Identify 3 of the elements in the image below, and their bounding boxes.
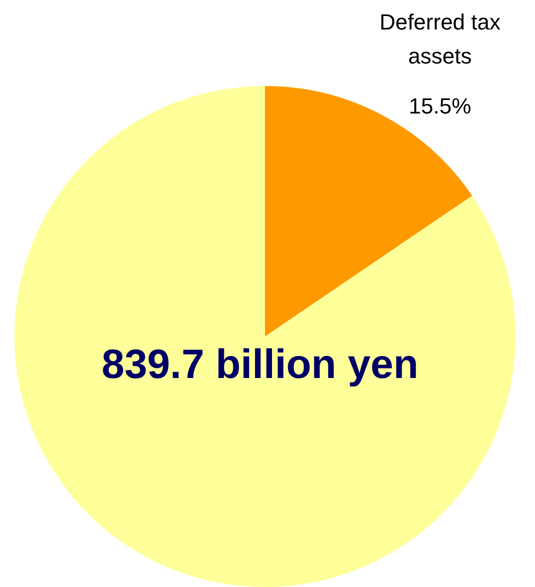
slice-label: Deferred tax assets — [379, 9, 501, 68]
data-label: 15.5% — [408, 93, 472, 118]
text: 839.7 billion yen — [102, 340, 418, 387]
